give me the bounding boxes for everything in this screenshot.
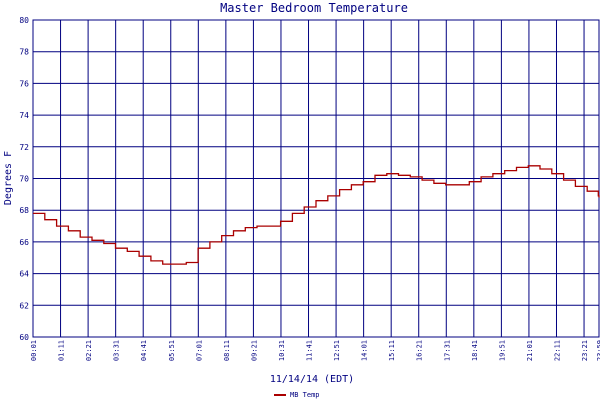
x-axis-label: 11/14/14 (EDT) <box>270 374 354 385</box>
x-tick-label: 16:21 <box>416 340 424 361</box>
x-tick-label: 23:21 <box>581 340 589 361</box>
legend-label: MB Temp <box>290 391 320 399</box>
x-tick-label: 15:11 <box>388 340 396 361</box>
y-tick-label: 68 <box>19 206 29 215</box>
x-tick-label: 18:41 <box>471 340 479 361</box>
x-tick-label: 11:41 <box>306 340 314 361</box>
x-tick-label: 03:31 <box>113 340 121 361</box>
x-tick-label: 08:11 <box>223 340 231 361</box>
x-tick-label: 07:01 <box>195 340 203 361</box>
y-tick-label: 80 <box>19 16 29 25</box>
series-line-mb-temp <box>33 165 600 265</box>
x-tick-label: 02:21 <box>85 340 93 361</box>
x-tick-label: 21:01 <box>526 340 534 361</box>
x-tick-label: 01:11 <box>58 340 66 361</box>
x-tick-label: 05:51 <box>168 340 176 361</box>
y-tick-labels: 60 62 64 66 68 70 72 74 76 78 80 <box>19 16 29 342</box>
grid-lines <box>32 19 600 338</box>
y-tick-label: 62 <box>19 301 29 310</box>
x-tick-label: 04:41 <box>140 340 148 361</box>
y-axis-label: Degrees F <box>3 151 14 205</box>
y-tick-label: 64 <box>19 270 29 279</box>
x-tick-label: 22:11 <box>553 340 561 361</box>
x-tick-label: 10:31 <box>278 340 286 361</box>
x-tick-label: 19:51 <box>498 340 506 361</box>
y-tick-label: 76 <box>19 79 29 88</box>
x-tick-label: 17:31 <box>443 340 451 361</box>
x-tick-label: 12:51 <box>333 340 341 361</box>
x-tick-label: 00:01 <box>30 340 38 361</box>
y-tick-label: 74 <box>19 111 29 120</box>
y-tick-label: 72 <box>19 143 29 152</box>
series-lines <box>33 165 600 265</box>
legend: MB Temp <box>274 391 320 399</box>
y-tick-label: 78 <box>19 48 29 57</box>
x-tick-label: 14:01 <box>361 340 369 361</box>
y-tick-label: 70 <box>19 175 29 184</box>
x-tick-labels: 00:01 01:11 02:21 03:31 04:41 05:51 07:01 08:11… <box>30 340 600 361</box>
y-tick-label: 66 <box>19 238 29 247</box>
y-tick-label: 60 <box>19 333 29 342</box>
x-tick-label: 09:21 <box>250 340 258 361</box>
chart-title: Master Bedroom Temperature <box>220 1 408 15</box>
x-tick-label: 23:59 <box>596 340 600 361</box>
